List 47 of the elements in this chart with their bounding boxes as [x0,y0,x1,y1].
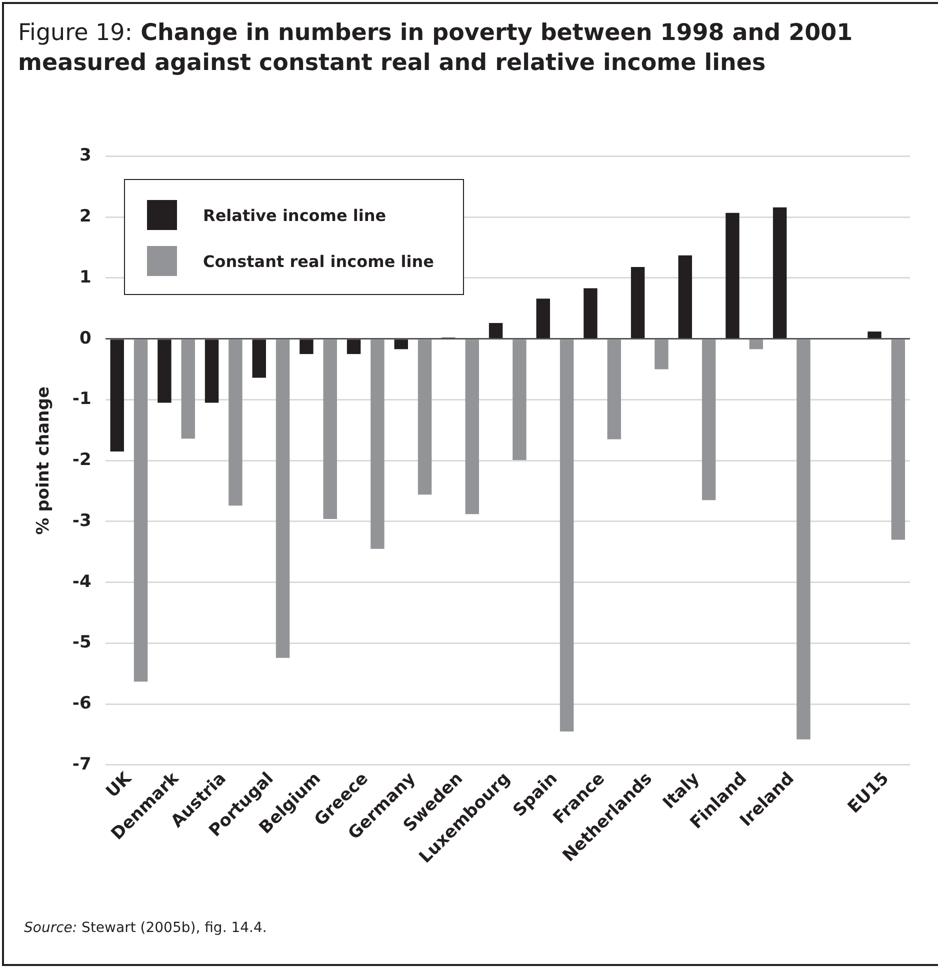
bar [158,340,172,403]
bar [370,340,384,549]
bar [726,212,740,338]
bar [252,340,266,378]
bar [488,323,503,338]
bar [346,340,361,354]
bar [394,340,408,350]
y-tick-label: -6 [72,694,92,714]
bar [702,340,716,500]
bar [323,340,337,520]
bar [772,207,787,338]
y-tick-label: 0 [79,328,92,348]
bar [181,340,195,439]
bar [584,288,598,338]
bar [749,340,764,350]
bar [228,340,242,506]
y-tick-label: -7 [72,754,92,774]
y-tick-label: 3 [79,146,92,166]
y-tick-label: 2 [79,206,92,226]
bar [868,332,882,338]
bar [796,340,810,740]
bar [630,266,645,338]
y-tick-label: -2 [72,450,92,470]
bar [607,340,622,440]
y-tick-label: -4 [72,572,92,592]
y-tick-label: 1 [79,267,92,288]
y-tick-label: -5 [72,632,92,653]
legend-label: Constant real income line [203,252,434,270]
bar [110,340,124,452]
y-tick-label: -3 [72,510,92,531]
chart-title: Figure 19: Change in numbers in poverty between 1998 and 2001 measured against constant real and relative income lines [18,20,853,76]
bar [654,340,668,370]
bar [678,255,692,338]
bar [512,340,526,460]
bar [276,340,290,658]
bar [560,340,574,732]
bar [536,298,550,338]
bar [204,340,219,403]
y-tick-label: -1 [72,389,92,410]
legend-label: Relative income line [203,206,386,224]
bar [465,340,480,514]
bar [134,340,148,682]
bar [418,340,432,495]
bar [891,340,906,540]
source-note: Source: Stewart (2005b), fig. 14.4. [24,920,267,936]
y-axis-title: % point change [34,386,54,535]
bar [300,340,314,354]
